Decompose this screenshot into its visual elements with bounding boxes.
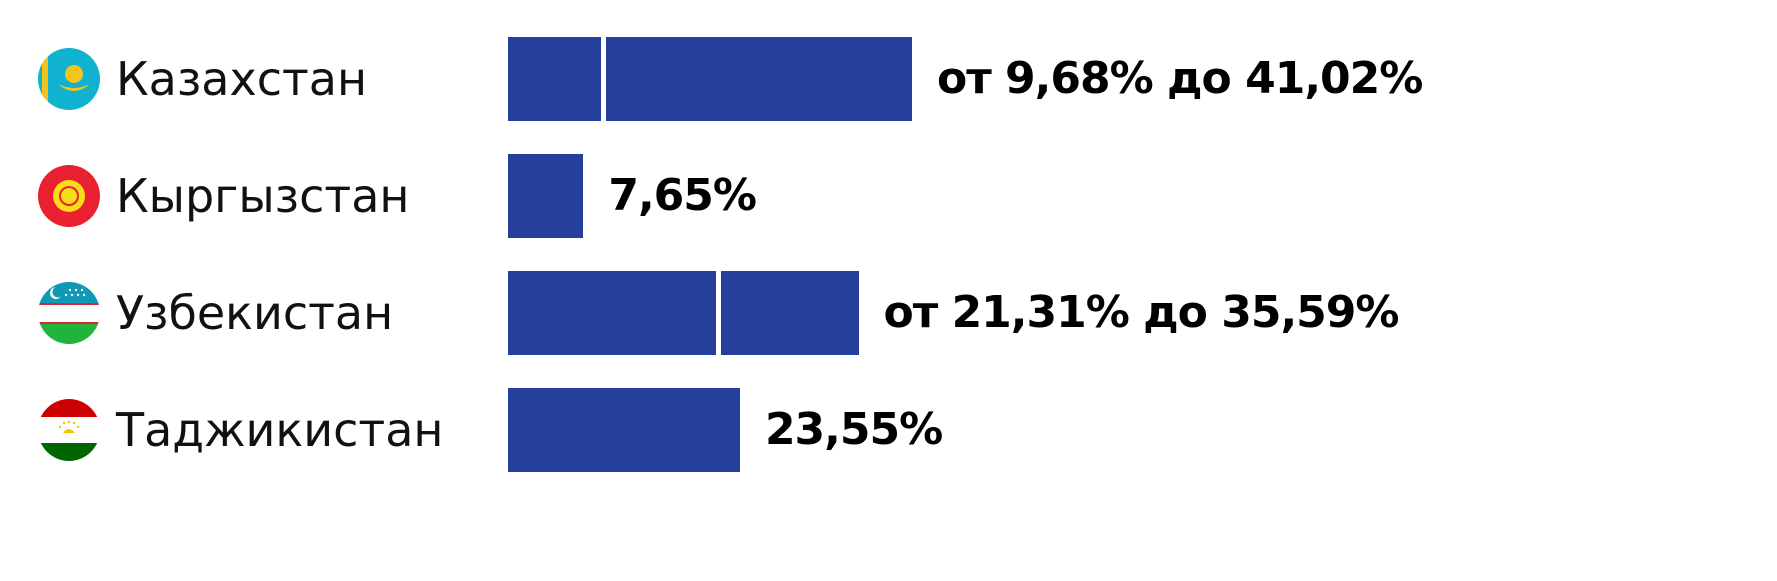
category-label: Таджикистан — [116, 403, 444, 457]
bar — [508, 154, 584, 238]
bar-row: Кыргызстан 7,65% — [0, 154, 1777, 238]
category-label: Узбекистан — [116, 286, 394, 340]
bar-row: Узбекистан от 21,31% до 35,59% — [0, 271, 1777, 355]
data-label: 23,55% — [764, 404, 943, 455]
bar-min-segment — [508, 37, 602, 121]
bar-min-segment — [508, 271, 716, 355]
data-label: 7,65% — [608, 170, 757, 221]
uzbekistan-flag-icon — [38, 282, 100, 344]
kazakhstan-flag-icon — [38, 48, 100, 110]
category-label: Казахстан — [116, 52, 368, 106]
kyrgyzstan-flag-icon — [38, 165, 100, 227]
category-label: Кыргызстан — [116, 169, 410, 223]
bar-range-segment — [720, 271, 859, 355]
bar-range-segment — [606, 37, 912, 121]
bar-row: Таджикистан 23,55% — [0, 388, 1777, 472]
tajikistan-flag-icon — [38, 399, 100, 461]
data-label: от 9,68% до 41,02% — [937, 53, 1423, 104]
bar-row: Казахстан от 9,68% до 41,02% — [0, 37, 1777, 121]
data-label: от 21,31% до 35,59% — [883, 287, 1400, 338]
bar — [508, 388, 740, 472]
